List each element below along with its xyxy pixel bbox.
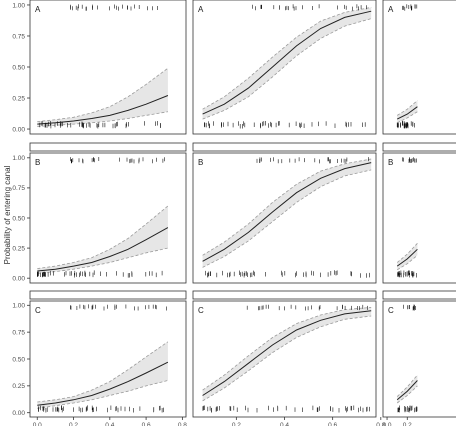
panel-A-2: A [192,0,377,135]
x-tick-label: 0.0 [33,422,42,426]
ci-upper-line [202,307,372,391]
panel-body [202,4,372,129]
panel-label: A [388,5,394,14]
fitted-line [396,248,418,267]
ci-lower-line [202,18,372,120]
panel-body [202,304,372,413]
panel-B-2: B [192,142,377,284]
ci-upper-line [396,100,418,116]
y-tick-label: 0.75 [12,33,25,40]
ci-lower-line [37,247,168,274]
panel-body [396,304,418,413]
x-tick-label: 0.4 [280,422,289,426]
panel-border [382,152,456,284]
panel-A-1: A 0.00 0.25 0.50 0.75 1.00 [12,0,187,135]
y-tick-label: 0.50 [12,356,25,363]
x-tick-label: 0.4 [105,422,114,426]
panel-C-2: C 0.2 0.4 0.6 0.8 [192,290,386,426]
panel-label: A [198,5,204,14]
ci-upper-line [396,243,418,263]
panel-B-1: B 0.00 0.25 0.50 0.75 1.00 [12,142,187,284]
confidence-band [397,243,418,270]
x-tick-label: 0.2 [232,422,241,426]
panel-C-1: C 0.00 0.25 0.50 0.75 1.00 0.0 0.2 0.4 0.6 0.8 [12,290,187,426]
facet-strip [29,290,187,300]
panel-B-3: B [382,142,456,284]
ci-lower-line [202,315,372,402]
y-tick-label: 0.75 [12,185,25,192]
panel-label: C [388,306,394,315]
panel-label: C [35,306,41,315]
y-tick-label: 0.75 [12,329,25,336]
y-tick-label: 0.50 [12,64,25,71]
fitted-line [202,162,372,262]
ci-upper-line [37,205,169,269]
panel-body [396,157,418,278]
y-axis-title: Probability of entering canal [3,165,12,264]
panel-border [192,300,377,418]
panel-label: B [388,158,393,167]
x-tick-label: 0.2 [69,422,78,426]
confidence-band [397,100,418,123]
facet-strip [192,142,377,152]
ci-lower-line [396,385,418,404]
ci-lower-line [202,169,372,268]
ci-upper-line [37,67,169,122]
panel-C-3: C 0.0 0.2 [382,290,456,426]
y-tick-label: 0.25 [12,383,25,390]
fitted-line [37,361,169,406]
fitted-line [396,106,418,120]
facet-strip [29,142,187,152]
panel-body [37,4,169,129]
y-tick-label: 1.00 [12,155,25,162]
fitted-line [396,380,418,401]
panel-border [382,0,456,135]
facet-strip [382,142,456,152]
panel-body [36,157,169,278]
panel-A-3: A [382,0,456,135]
fitted-line [37,95,169,125]
panel-body [396,4,418,129]
y-tick-label: 0.00 [12,126,25,133]
panel-label: C [198,306,204,315]
fitted-line [202,10,372,115]
facet-strip [382,290,456,300]
confidence-band [37,68,168,127]
y-tick-label: 0.50 [12,215,25,222]
confidence-band [202,159,372,268]
y-tick-label: 1.00 [12,303,25,310]
fitted-line [37,227,169,272]
x-tick-label: 0.8 [376,422,385,426]
panel-body [202,157,372,278]
panel-label: A [35,5,41,14]
x-tick-label: 0.6 [142,422,151,426]
x-tick-label: 0.8 [178,422,187,426]
confidence-band [202,307,372,401]
confidence-band [37,206,168,274]
ci-upper-line [202,7,372,110]
y-tick-label: 1.00 [12,2,25,9]
panel-border [382,300,456,418]
y-tick-label: 0.00 [12,275,25,282]
ci-lower-line [397,111,418,124]
ci-lower-line [396,254,418,271]
x-tick-label: 0.0 [383,422,392,426]
x-tick-label: 0.6 [328,422,337,426]
ci-upper-line [37,341,169,403]
ci-upper-line [202,158,372,256]
confidence-band [202,7,372,120]
x-tick-label: 0.2 [403,422,412,426]
ci-lower-line [37,111,168,127]
fitted-line [202,310,372,396]
y-tick-label: 0.25 [12,95,25,102]
panel-body [37,304,169,413]
panel-label: B [35,158,40,167]
panel-label: B [198,158,203,167]
ci-lower-line [37,380,168,409]
y-tick-label: 0.25 [12,245,25,252]
facet-strip [192,290,377,300]
panel-grid: A 0.00 0.25 0.50 0.75 1.00 A A B 0.00 0.25 0.50 0.75… [12,0,456,426]
y-tick-label: 0.00 [12,410,25,417]
